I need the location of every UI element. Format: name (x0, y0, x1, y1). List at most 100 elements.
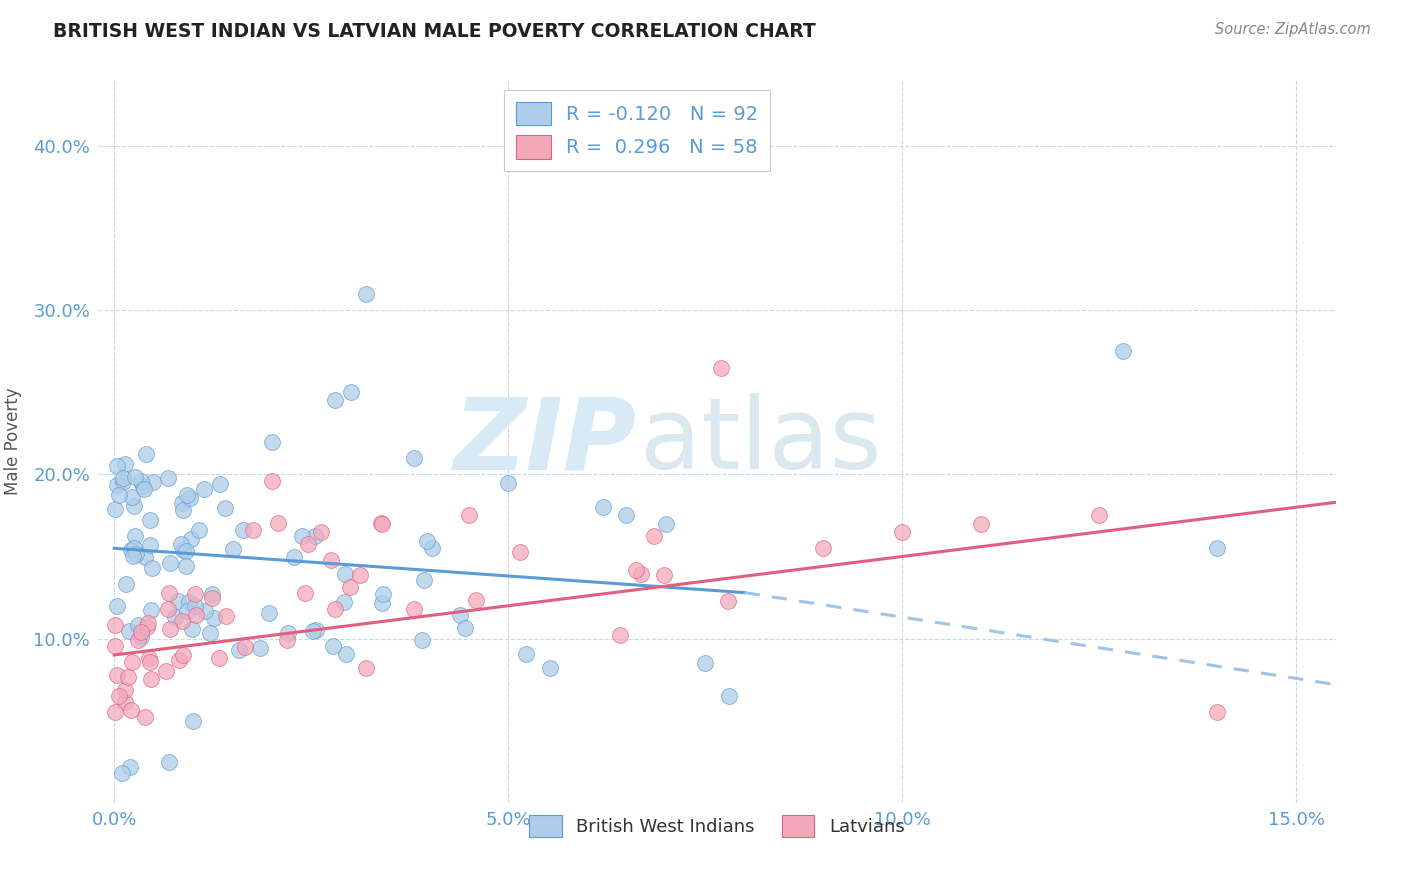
Point (187, 524, 209, 538)
Point (104, 501, 127, 516)
Point (114, 695, 136, 709)
Point (1206, 541, 1229, 556)
Point (509, 545, 531, 559)
Point (104, 705, 127, 719)
Point (111, 766, 134, 780)
Point (139, 513, 162, 527)
Point (112, 471, 135, 485)
Point (464, 592, 486, 607)
Point (120, 543, 142, 558)
Point (176, 604, 198, 618)
Point (179, 595, 201, 609)
Point (172, 542, 194, 557)
Point (111, 475, 134, 489)
Point (412, 573, 434, 587)
Point (970, 516, 993, 531)
Point (349, 567, 371, 582)
Point (302, 624, 325, 638)
Point (321, 552, 343, 566)
Point (174, 559, 197, 574)
Point (181, 623, 204, 637)
Point (139, 672, 162, 686)
Point (131, 479, 153, 493)
Point (260, 434, 283, 449)
Point (592, 500, 614, 515)
Point (717, 594, 740, 608)
Point (294, 586, 316, 600)
Point (277, 626, 299, 640)
Point (228, 642, 250, 657)
Point (142, 475, 165, 489)
Point (370, 595, 392, 609)
Point (139, 655, 162, 669)
Point (643, 529, 665, 543)
Point (183, 587, 205, 601)
Point (356, 286, 378, 301)
Point (538, 661, 561, 675)
Point (333, 594, 356, 608)
Point (172, 503, 194, 517)
Point (208, 651, 231, 665)
Point (249, 641, 271, 656)
Point (454, 621, 477, 635)
Point (118, 760, 141, 774)
Point (291, 528, 314, 542)
Point (194, 604, 217, 618)
Point (172, 495, 194, 509)
Point (114, 457, 136, 471)
Point (104, 639, 127, 653)
Point (184, 599, 207, 614)
Point (304, 528, 326, 542)
Text: ZIP: ZIP (454, 393, 637, 490)
Point (129, 474, 152, 488)
Point (121, 655, 143, 669)
Point (108, 690, 131, 704)
Point (257, 607, 280, 621)
Point (283, 549, 305, 564)
Point (655, 516, 678, 531)
Point (891, 524, 914, 539)
Point (242, 523, 264, 537)
Point (104, 617, 127, 632)
Point (233, 640, 256, 654)
Point (127, 618, 149, 632)
Point (371, 587, 394, 601)
Point (108, 488, 131, 502)
Point (125, 547, 148, 561)
Point (202, 610, 225, 624)
Point (167, 593, 190, 607)
Point (176, 488, 198, 502)
Point (309, 524, 332, 539)
Point (135, 446, 157, 460)
Point (136, 616, 159, 631)
Point (339, 385, 361, 400)
Point (129, 630, 152, 644)
Point (139, 538, 162, 552)
Point (609, 627, 631, 641)
Point (155, 664, 177, 678)
Point (323, 602, 346, 616)
Point (297, 536, 319, 550)
Point (141, 561, 163, 575)
Point (138, 651, 160, 665)
Point (420, 541, 443, 555)
Point (156, 471, 179, 485)
Point (449, 608, 471, 623)
Point (1088, 508, 1111, 523)
Point (322, 639, 344, 653)
Point (276, 633, 298, 648)
Point (710, 360, 733, 375)
Point (120, 703, 142, 717)
Point (114, 683, 136, 698)
Point (105, 458, 128, 473)
Point (335, 566, 357, 581)
Point (159, 556, 181, 570)
Point (305, 623, 328, 637)
Point (121, 549, 143, 563)
Point (139, 602, 162, 616)
Point (132, 482, 155, 496)
Point (813, 541, 835, 556)
Text: atlas: atlas (640, 393, 882, 490)
Point (402, 450, 425, 465)
Point (114, 577, 136, 591)
